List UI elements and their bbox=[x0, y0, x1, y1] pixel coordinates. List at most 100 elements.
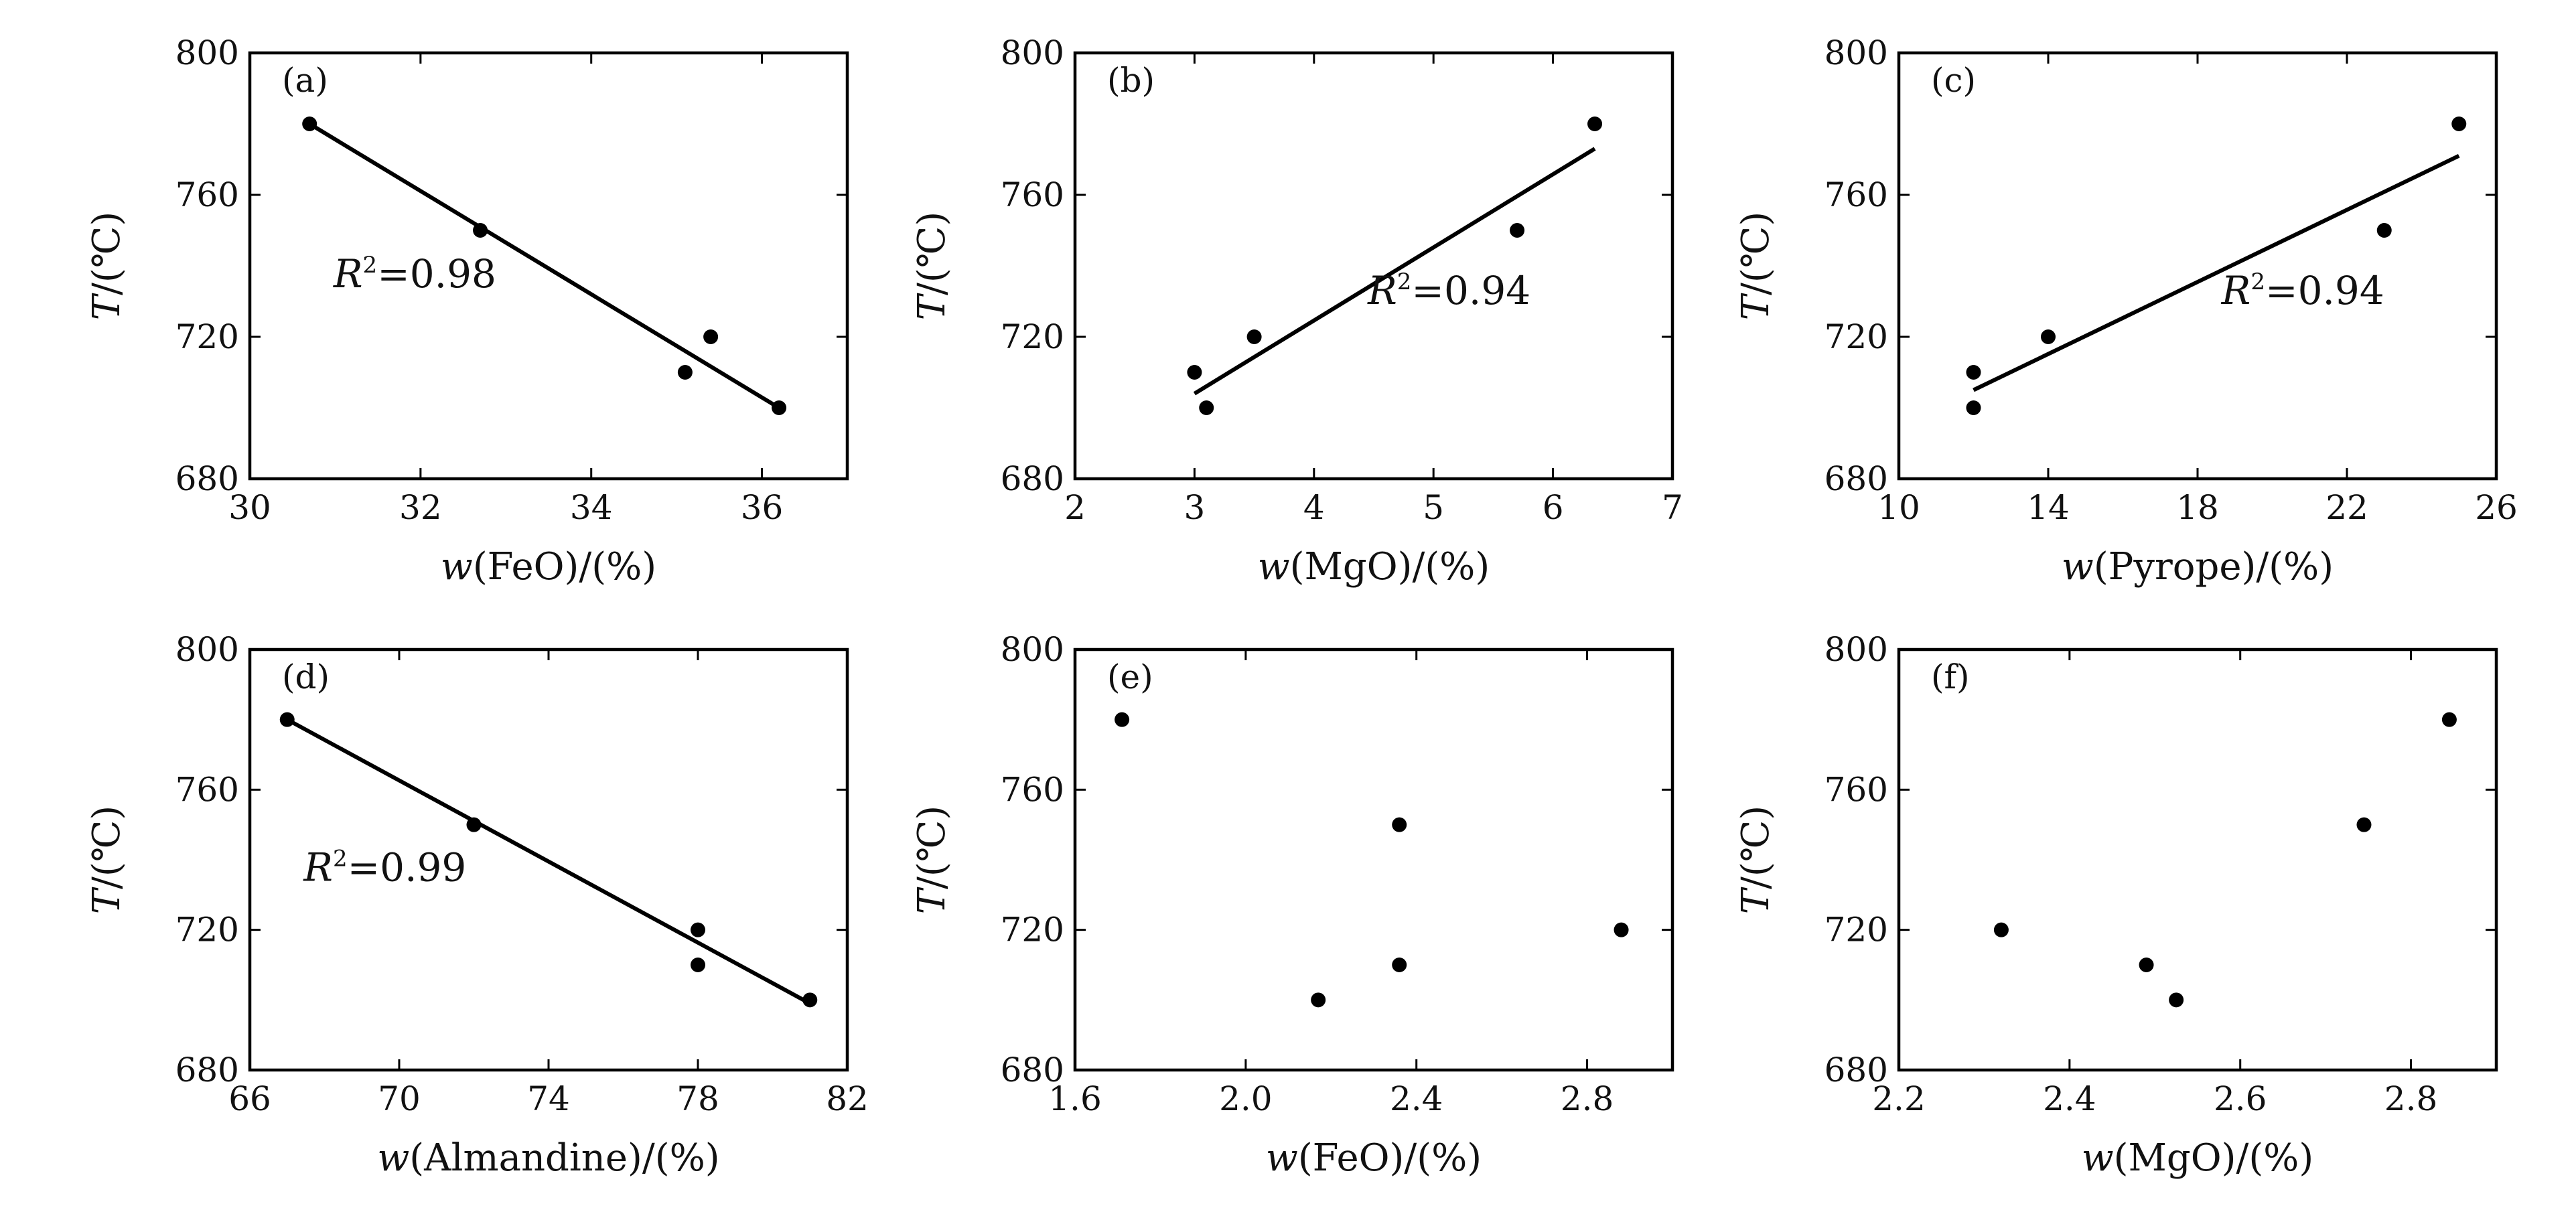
plot-frame bbox=[248, 51, 849, 481]
regression-line bbox=[1973, 153, 2460, 392]
r-squared-value: =0.94 bbox=[2265, 268, 2384, 313]
x-tick-label: 2.6 bbox=[2214, 1079, 2267, 1118]
x-axis-label: w(MgO)/(%) bbox=[2082, 1136, 2314, 1180]
y-tick-label: 680 bbox=[1824, 1051, 1888, 1089]
r-squared-label: R2=0.99 bbox=[303, 844, 466, 890]
x-tick-label: 66 bbox=[228, 1079, 271, 1118]
regression-line bbox=[1193, 147, 1596, 396]
y-axis-label: T/(℃) bbox=[85, 212, 129, 321]
x-tick-label: 36 bbox=[741, 488, 784, 527]
x-tick-label: 74 bbox=[527, 1079, 570, 1118]
data-point bbox=[2169, 992, 2184, 1008]
x-axis-label: w(MgO)/(%) bbox=[1258, 545, 1490, 589]
y-tick-label: 760 bbox=[1824, 175, 1888, 214]
x-tick-label: 82 bbox=[826, 1079, 869, 1118]
data-point bbox=[2376, 223, 2392, 238]
data-point bbox=[1966, 400, 1981, 415]
x-tick-label: 2.8 bbox=[2384, 1079, 2438, 1118]
chart-panel-1: 30 32 34 36 680 720 760 800 (a) w(FeO)/(%) T/(℃) R2… bbox=[85, 33, 849, 589]
regression-line bbox=[286, 718, 811, 1006]
x-axis-label: w(Almandine)/(%) bbox=[377, 1136, 719, 1180]
y-tick-label: 800 bbox=[1001, 33, 1064, 72]
panel-label: (f) bbox=[1931, 658, 1970, 696]
data-point bbox=[1115, 712, 1130, 727]
y-axis-label: T/(℃) bbox=[910, 806, 954, 915]
y-tick-label: 760 bbox=[175, 175, 239, 214]
r-squared-label: R2=0.98 bbox=[333, 251, 496, 297]
y-axis-unit: /(℃) bbox=[1734, 212, 1778, 295]
data-point bbox=[703, 329, 719, 344]
data-point bbox=[279, 712, 295, 727]
data-point bbox=[302, 117, 317, 131]
panel-label: (a) bbox=[282, 61, 328, 100]
x-axis-variable: w bbox=[441, 545, 473, 589]
r-squared-variable: R bbox=[303, 844, 333, 890]
data-point bbox=[466, 817, 482, 832]
y-axis-unit: /(℃) bbox=[910, 212, 954, 295]
x-tick-label: 1.6 bbox=[1048, 1079, 1102, 1118]
y-axis-variable: T bbox=[85, 293, 129, 320]
data-point bbox=[772, 400, 787, 415]
data-point bbox=[691, 922, 705, 937]
x-tick-label: 7 bbox=[1662, 488, 1683, 527]
data-point bbox=[1614, 922, 1629, 937]
panel-label: (b) bbox=[1107, 61, 1155, 100]
y-tick-label: 720 bbox=[175, 911, 239, 949]
r-squared-value: =0.99 bbox=[348, 844, 467, 890]
y-tick-label: 720 bbox=[1824, 317, 1888, 356]
data-point bbox=[1587, 117, 1603, 131]
data-point bbox=[1187, 365, 1202, 380]
y-axis-variable: T bbox=[910, 887, 954, 914]
chart-panel-4: 66 70 74 78 82 680 720 760 800 (d) w(Almandine)/(%… bbox=[85, 630, 869, 1180]
x-axis-variable: w bbox=[1258, 545, 1290, 589]
panel-label: (d) bbox=[282, 658, 330, 696]
x-axis-unit: (Almandine)/(%) bbox=[409, 1136, 719, 1180]
y-tick-label: 760 bbox=[1824, 770, 1888, 809]
data-point bbox=[473, 223, 488, 238]
data-point bbox=[2441, 712, 2457, 727]
y-tick-label: 800 bbox=[175, 33, 239, 72]
y-tick-label: 760 bbox=[175, 770, 239, 809]
y-axis-variable: T bbox=[85, 887, 129, 914]
x-tick-label: 2.2 bbox=[1872, 1079, 1926, 1118]
data-point bbox=[2356, 817, 2372, 832]
regression-line bbox=[308, 122, 780, 410]
x-tick-label: 4 bbox=[1303, 488, 1325, 527]
y-axis-unit: /(℃) bbox=[1734, 806, 1778, 889]
panel-label: (c) bbox=[1931, 61, 1976, 100]
plot-frame bbox=[1897, 51, 2498, 481]
x-tick-label: 32 bbox=[399, 488, 442, 527]
y-axis-variable: T bbox=[910, 293, 954, 320]
chart-panel-6: 2.2 2.4 2.6 2.8 680 720 760 800 (f) w(MgO)/(%) T/(… bbox=[1734, 630, 2498, 1180]
data-point bbox=[1246, 329, 1262, 344]
y-axis-unit: /(℃) bbox=[85, 806, 129, 889]
x-axis-variable: w bbox=[2082, 1136, 2114, 1180]
y-axis-label: T/(℃) bbox=[910, 212, 954, 321]
x-axis-label: w(FeO)/(%) bbox=[1266, 1136, 1482, 1180]
data-point bbox=[2139, 958, 2154, 972]
x-tick-label: 18 bbox=[2176, 488, 2219, 527]
r-squared-variable: R bbox=[333, 251, 363, 297]
x-tick-label: 70 bbox=[378, 1079, 421, 1118]
data-point bbox=[1966, 365, 1981, 380]
x-tick-label: 2 bbox=[1064, 488, 1086, 527]
x-tick-label: 10 bbox=[1877, 488, 1920, 527]
x-axis-unit: (FeO)/(%) bbox=[473, 545, 656, 589]
y-axis-label: T/(℃) bbox=[85, 806, 129, 915]
y-tick-label: 720 bbox=[1824, 911, 1888, 949]
data-point bbox=[2041, 329, 2056, 344]
y-axis-variable: T bbox=[1734, 293, 1778, 320]
x-tick-label: 5 bbox=[1423, 488, 1444, 527]
x-axis-label: w(Pyrope)/(%) bbox=[2062, 545, 2334, 589]
y-tick-label: 760 bbox=[1001, 770, 1064, 809]
plot-frame bbox=[1073, 51, 1674, 481]
r-squared-exponent: 2 bbox=[2250, 269, 2265, 295]
y-axis-label: T/(℃) bbox=[1734, 806, 1778, 915]
x-axis-unit: (MgO)/(%) bbox=[2114, 1136, 2314, 1180]
x-tick-label: 2.0 bbox=[1219, 1079, 1273, 1118]
r-squared-exponent: 2 bbox=[363, 252, 378, 279]
y-tick-label: 760 bbox=[1001, 175, 1064, 214]
data-point bbox=[1199, 400, 1214, 415]
